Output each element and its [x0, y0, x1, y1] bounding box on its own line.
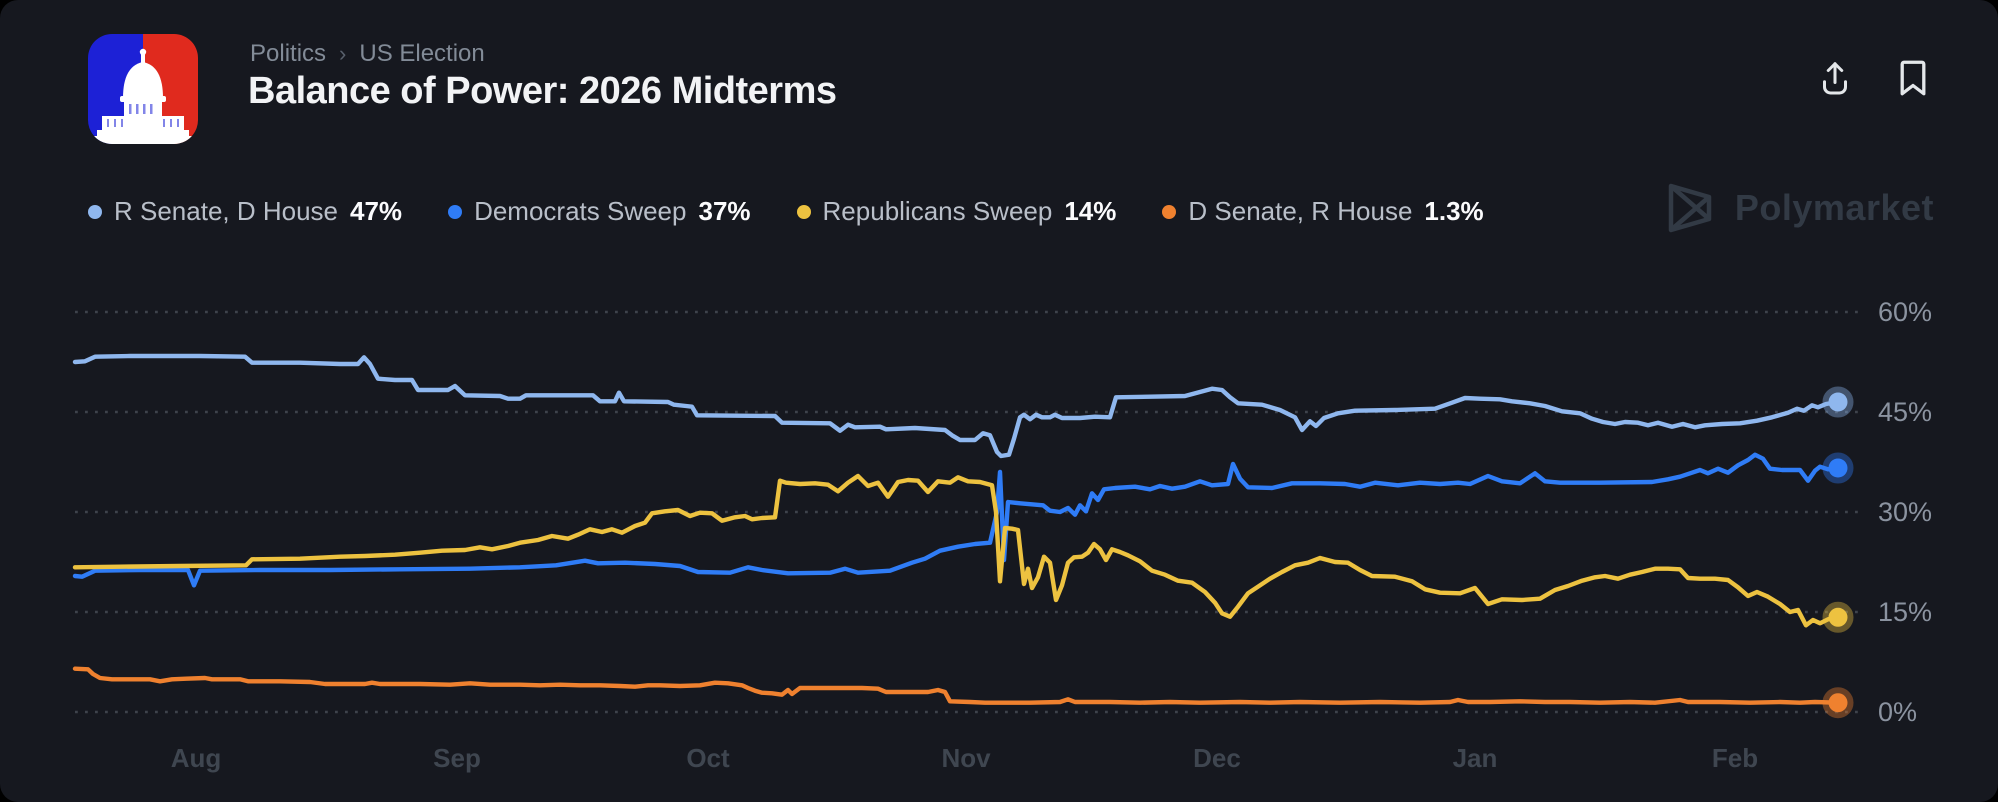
breadcrumb: Politics › US Election — [250, 40, 485, 68]
y-tick-label: 60% — [1878, 297, 1932, 327]
x-tick-label: Feb — [1712, 743, 1758, 773]
legend-value: 14% — [1064, 196, 1117, 226]
x-tick-label: Jan — [1453, 743, 1498, 773]
legend-dot-icon — [88, 204, 102, 219]
y-tick-label: 45% — [1878, 397, 1932, 427]
legend-item[interactable]: Republicans Sweep 14% — [796, 196, 1117, 227]
breadcrumb-chevron-icon: › — [339, 41, 347, 66]
series-line-3 — [72, 666, 1841, 705]
end-marker-dot — [1828, 607, 1848, 627]
page-title: Balance of Power: 2026 Midterms — [248, 70, 837, 112]
series-end-marker-1 — [1822, 452, 1854, 484]
share-button[interactable] — [1816, 56, 1854, 100]
legend-dot-icon — [1162, 204, 1177, 219]
legend-item[interactable]: Democrats Sweep 37% — [448, 196, 751, 227]
end-marker-ring — [1822, 386, 1854, 418]
share-icon — [1823, 62, 1847, 95]
polymarket-wordmark: Polymarket — [1734, 187, 1934, 228]
end-marker-dot — [1828, 392, 1848, 412]
polymarket-watermark[interactable]: Polymarket — [1661, 180, 1934, 236]
series-line-0 — [72, 353, 1841, 459]
bookmark-button[interactable] — [1894, 56, 1932, 100]
series-end-marker-3 — [1822, 687, 1854, 719]
market-image — [88, 34, 198, 144]
legend-label: D Senate, R House — [1188, 196, 1413, 226]
end-marker-ring — [1822, 452, 1854, 484]
header-actions — [1816, 56, 1932, 100]
breadcrumb-subcategory[interactable]: US Election — [359, 40, 485, 67]
series-line-1 — [72, 452, 1841, 588]
legend-value: 37% — [698, 196, 751, 226]
legend-item[interactable]: R Senate, D House 47% — [88, 196, 402, 227]
end-marker-dot — [1828, 458, 1848, 478]
capitol-icon — [88, 34, 198, 144]
legend-item[interactable]: D Senate, R House 1.3% — [1162, 196, 1484, 227]
bookmark-icon — [1900, 60, 1926, 96]
x-tick-label: Oct — [686, 743, 730, 773]
legend-label: Republicans Sweep — [822, 196, 1053, 226]
legend-label: Democrats Sweep — [474, 196, 687, 226]
x-tick-label: Nov — [941, 743, 991, 773]
legend-value: 1.3% — [1424, 196, 1484, 226]
breadcrumb-category[interactable]: Politics — [250, 40, 327, 67]
series-end-marker-2 — [1822, 601, 1854, 633]
x-tick-label: Dec — [1193, 743, 1241, 773]
chart-legend: R Senate, D House 47% Democrats Sweep 37… — [88, 196, 1484, 227]
legend-value: 47% — [350, 196, 403, 226]
legend-dot-icon — [448, 204, 463, 219]
polymarket-logo-icon — [1668, 183, 1712, 233]
series-line-2 — [72, 473, 1841, 628]
end-marker-ring — [1822, 601, 1854, 633]
end-marker-dot — [1828, 693, 1848, 713]
x-tick-label: Sep — [433, 743, 481, 773]
y-tick-label: 15% — [1878, 597, 1932, 627]
x-tick-label: Aug — [171, 743, 222, 773]
end-marker-ring — [1822, 687, 1854, 719]
legend-dot-icon — [796, 204, 811, 219]
y-tick-label: 0% — [1878, 697, 1917, 727]
series-end-marker-0 — [1822, 386, 1854, 418]
legend-label: R Senate, D House — [114, 196, 339, 226]
y-tick-label: 30% — [1878, 497, 1932, 527]
